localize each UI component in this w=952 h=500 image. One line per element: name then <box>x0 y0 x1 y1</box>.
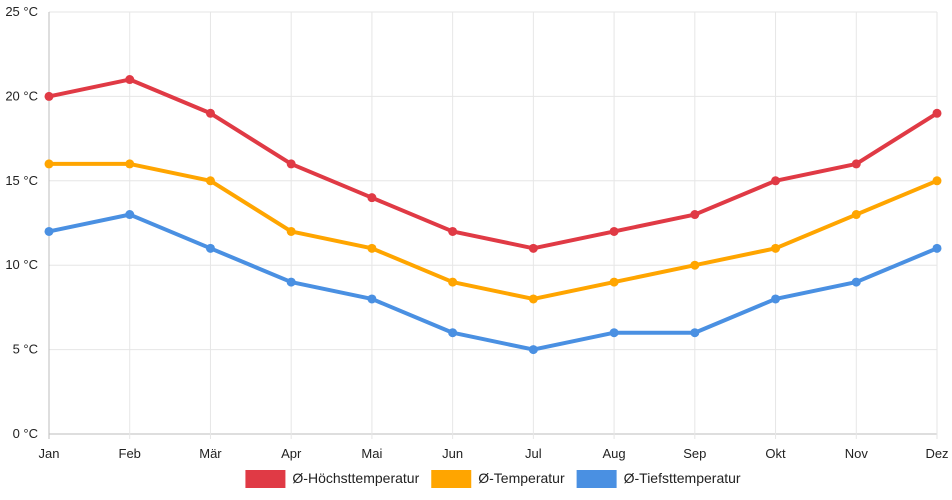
data-point[interactable] <box>851 210 861 220</box>
x-tick-label: Okt <box>765 446 786 461</box>
data-point[interactable] <box>932 243 942 253</box>
series-line-1 <box>47 161 939 301</box>
data-point[interactable] <box>205 108 215 118</box>
y-tick-label: 15 °C <box>5 173 38 188</box>
data-point[interactable] <box>125 159 135 169</box>
data-point[interactable] <box>690 210 700 220</box>
data-point[interactable] <box>367 294 377 304</box>
series-lines <box>47 77 939 352</box>
chart-grid <box>48 11 938 439</box>
data-point[interactable] <box>286 159 296 169</box>
chart-legend: Ø-Höchsttemperatur Ø-Temperatur Ø-Tiefstte… <box>245 470 741 488</box>
legend-item-1[interactable]: Ø-Temperatur <box>431 470 565 488</box>
data-point[interactable] <box>528 294 538 304</box>
series-line-2 <box>47 212 939 352</box>
data-point[interactable] <box>205 243 215 253</box>
data-point[interactable] <box>125 210 135 220</box>
data-point[interactable] <box>448 328 458 338</box>
x-tick-label: Mai <box>361 446 382 461</box>
data-point[interactable] <box>448 226 458 236</box>
data-point[interactable] <box>44 226 54 236</box>
data-point[interactable] <box>771 176 781 186</box>
y-tick-label: 25 °C <box>5 4 38 19</box>
legend-label: Ø-Tiefsttemperatur <box>624 470 741 486</box>
data-point[interactable] <box>528 345 538 355</box>
x-tick-label: Dez <box>925 446 948 461</box>
legend-swatch <box>245 470 286 488</box>
data-point[interactable] <box>771 243 781 253</box>
legend-item-2[interactable]: Ø-Tiefsttemperatur <box>576 470 741 488</box>
data-point[interactable] <box>609 277 619 287</box>
legend-label: Ø-Höchsttemperatur <box>292 470 419 486</box>
data-point[interactable] <box>932 176 942 186</box>
x-tick-label: Sep <box>683 446 706 461</box>
data-point[interactable] <box>367 243 377 253</box>
x-tick-label: Mär <box>199 446 222 461</box>
data-point[interactable] <box>771 294 781 304</box>
y-tick-label: 20 °C <box>5 88 38 103</box>
data-point[interactable] <box>286 226 296 236</box>
data-point[interactable] <box>609 226 619 236</box>
data-point[interactable] <box>44 91 54 101</box>
x-tick-label: Jan <box>39 446 60 461</box>
data-point[interactable] <box>851 277 861 287</box>
data-point[interactable] <box>448 277 458 287</box>
x-tick-label: Aug <box>603 446 626 461</box>
y-tick-label: 0 °C <box>13 426 38 441</box>
legend-item-0[interactable]: Ø-Höchsttemperatur <box>245 470 420 488</box>
legend-label: Ø-Temperatur <box>478 470 565 486</box>
data-point[interactable] <box>609 328 619 338</box>
y-tick-label: 10 °C <box>5 257 38 272</box>
data-point[interactable] <box>205 176 215 186</box>
series-line-0 <box>47 77 939 251</box>
data-point[interactable] <box>932 108 942 118</box>
x-axis-tick-labels: Jan Feb Mär Apr Mai Jun Jul Aug Sep Okt Nov Dez <box>39 446 949 461</box>
data-point[interactable] <box>125 75 135 85</box>
y-axis-tick-labels: 0 °C 5 °C 10 °C 15 °C 20 °C 25 °C <box>5 4 38 441</box>
x-tick-label: Feb <box>119 446 141 461</box>
data-point[interactable] <box>528 243 538 253</box>
data-point[interactable] <box>690 260 700 270</box>
y-tick-label: 5 °C <box>13 342 38 357</box>
x-tick-label: Jun <box>442 446 463 461</box>
data-point[interactable] <box>851 159 861 169</box>
x-tick-label: Jul <box>525 446 542 461</box>
data-point[interactable] <box>367 193 377 203</box>
series-points <box>44 75 942 355</box>
x-tick-label: Apr <box>281 446 302 461</box>
data-point[interactable] <box>690 328 700 338</box>
legend-swatch <box>431 470 472 488</box>
data-point[interactable] <box>286 277 296 287</box>
data-point[interactable] <box>44 159 54 169</box>
x-tick-label: Nov <box>845 446 869 461</box>
legend-swatch <box>576 470 617 488</box>
